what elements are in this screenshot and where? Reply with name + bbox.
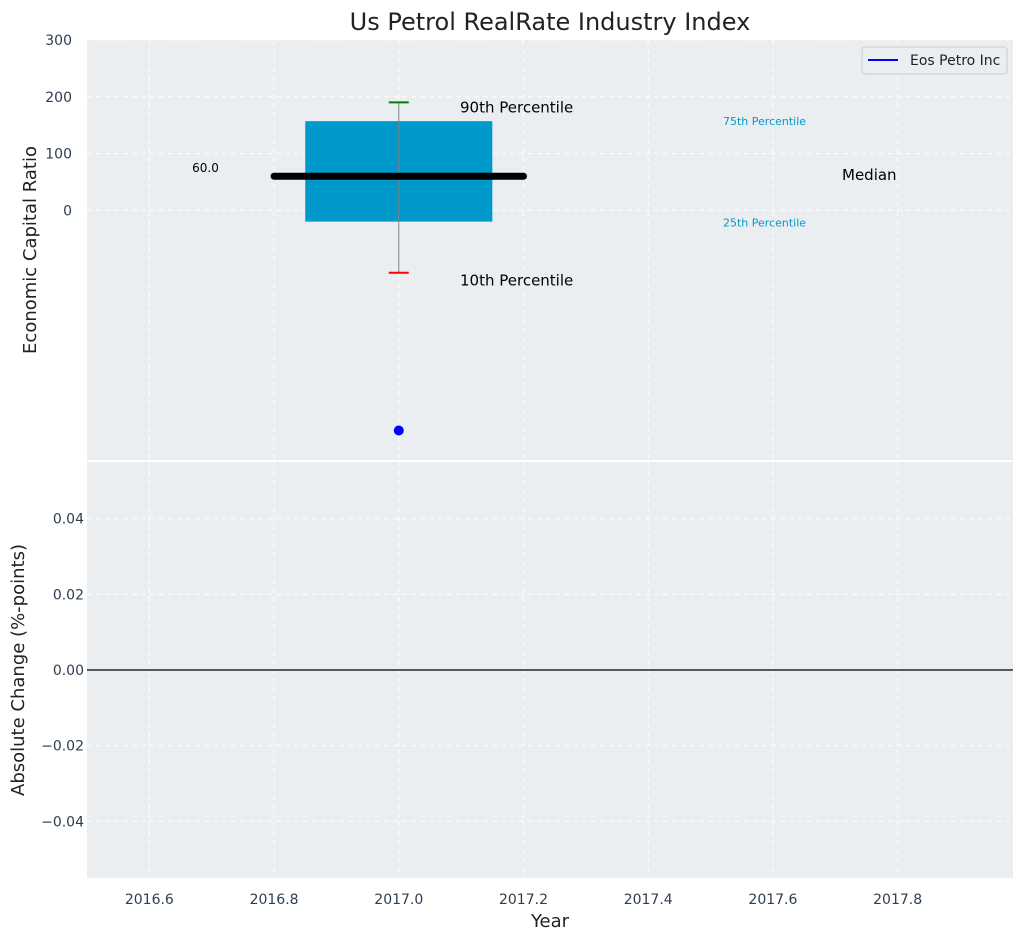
legend: Eos Petro Inc <box>861 46 1008 75</box>
bottom-y-tick-label: −0.02 <box>41 739 84 755</box>
bottom-panel: 2016.6 2016.8 2017.0 2017.2 2017.4 2017.6 2017… <box>41 462 1013 908</box>
x-tick-label: 2016.8 <box>250 892 299 908</box>
top-plot-area <box>87 40 1013 460</box>
annotation-p75: 75th Percentile <box>723 115 806 128</box>
bottom-y-tick-label: 0.04 <box>53 512 84 528</box>
legend-label: Eos Petro Inc <box>910 53 1000 69</box>
top-y-tick-label: 0 <box>63 203 72 219</box>
top-y-axis-label: Economic Capital Ratio <box>20 146 41 354</box>
bottom-y-axis-label: Absolute Change (%-points) <box>8 544 29 796</box>
top-panel: 0 100 200 300 60.0 90th Percentile 10th Percen… <box>45 33 1013 460</box>
chart-title: Us Petrol RealRate Industry Index <box>350 8 751 36</box>
annotation-median: Median <box>842 166 897 184</box>
x-tick-label: 2017.0 <box>374 892 423 908</box>
bottom-y-tick-label: 0.02 <box>53 587 84 603</box>
company-point <box>393 425 404 436</box>
legend-box <box>861 46 1008 75</box>
top-y-tick-label: 100 <box>45 147 72 163</box>
annotation-p10: 10th Percentile <box>460 272 573 290</box>
bottom-y-tick-label: −0.04 <box>41 814 84 830</box>
annotation-p90: 90th Percentile <box>460 98 573 116</box>
x-tick-label: 2016.6 <box>125 892 174 908</box>
bottom-y-tick-label: 0.00 <box>53 663 84 679</box>
x-axis-label: Year <box>530 911 570 932</box>
x-tick-label: 2017.2 <box>499 892 548 908</box>
x-tick-label: 2017.8 <box>873 892 922 908</box>
top-y-tick-label: 200 <box>45 90 72 106</box>
x-tick-label: 2017.6 <box>748 892 797 908</box>
median-value-label: 60.0 <box>192 161 219 175</box>
top-y-tick-label: 300 <box>45 33 72 49</box>
annotation-p25: 25th Percentile <box>723 217 806 230</box>
x-tick-label: 2017.4 <box>624 892 673 908</box>
